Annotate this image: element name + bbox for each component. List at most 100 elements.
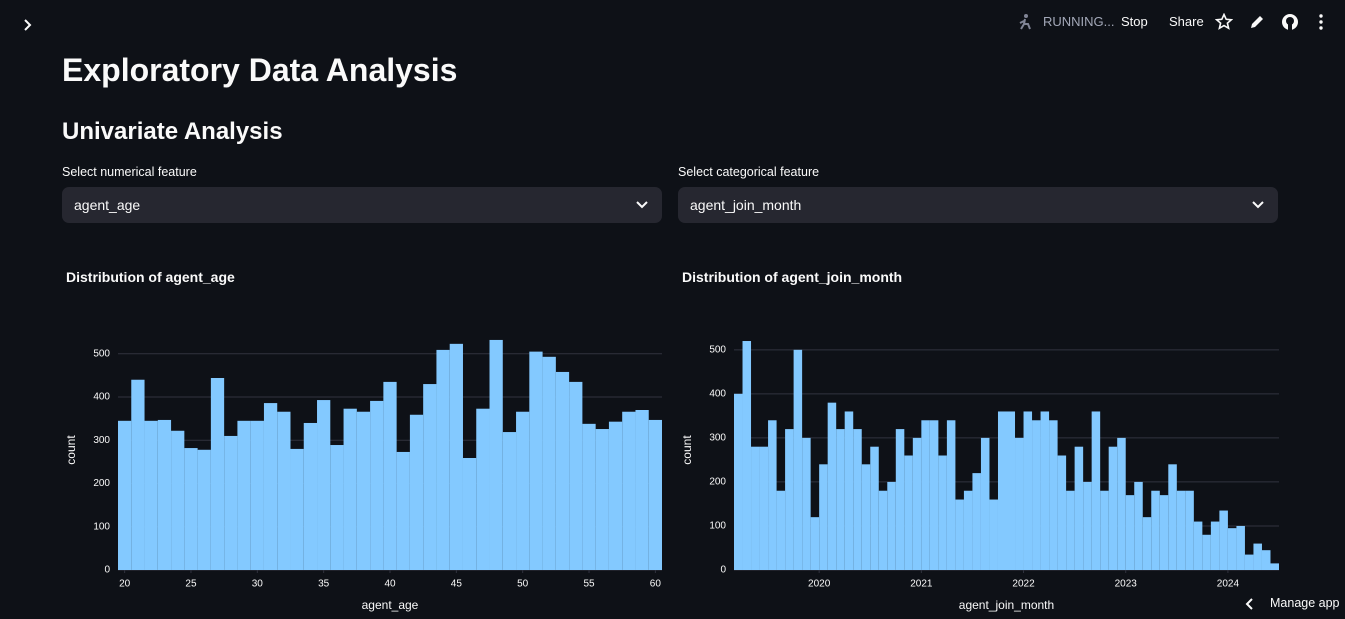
bar	[569, 381, 583, 570]
bar	[1083, 481, 1092, 570]
select-box[interactable]: agent_age	[62, 187, 662, 223]
bar	[330, 445, 344, 570]
bar	[972, 473, 981, 570]
bar	[785, 429, 794, 570]
x-tick-label: 20	[119, 579, 131, 590]
bar	[1261, 550, 1271, 570]
select-box[interactable]: agent_join_month	[678, 187, 1278, 223]
bar	[955, 499, 964, 570]
y-tick-label: 100	[709, 521, 726, 532]
bar	[836, 429, 845, 570]
bar	[303, 422, 318, 570]
bar	[555, 371, 570, 570]
bar	[895, 429, 905, 570]
bar	[861, 464, 871, 570]
bar	[870, 446, 879, 570]
bar	[171, 430, 185, 570]
x-tick-label: 2023	[1115, 579, 1138, 590]
y-tick-label: 400	[709, 388, 726, 399]
bar	[768, 420, 777, 570]
manage-app[interactable]: Manage app	[1236, 588, 1345, 619]
bar	[396, 451, 410, 570]
bar	[622, 411, 636, 570]
bar	[1023, 411, 1033, 570]
y-tick-label: 300	[709, 433, 726, 444]
bar	[1125, 495, 1135, 570]
bar	[1253, 543, 1262, 570]
bar	[929, 420, 939, 570]
bar	[963, 490, 973, 570]
bar	[409, 414, 424, 570]
bar	[1015, 437, 1024, 570]
bar	[356, 411, 371, 570]
chevron-left	[1245, 598, 1253, 610]
bar	[118, 420, 132, 570]
x-tick-label: 40	[384, 579, 396, 590]
bar	[1193, 521, 1203, 570]
select-label: Select numerical feature	[62, 165, 197, 179]
share-button[interactable]: Share	[1169, 14, 1204, 29]
x-tick-label: 50	[517, 579, 529, 590]
bar	[1006, 411, 1016, 570]
bar	[516, 411, 530, 570]
bar	[1219, 510, 1228, 570]
bar	[1049, 420, 1058, 570]
stop-button[interactable]: Stop	[1121, 14, 1148, 29]
edit-icon[interactable]	[1249, 14, 1265, 30]
bar	[502, 432, 517, 570]
bar	[1108, 446, 1118, 570]
bar	[210, 378, 225, 570]
x-axis-title: agent_age	[362, 598, 419, 612]
x-tick-label: 2022	[1012, 579, 1035, 590]
y-tick-label: 300	[93, 435, 110, 446]
chevron	[636, 201, 648, 209]
y-axis-title: count	[64, 435, 78, 465]
chevron	[1252, 201, 1264, 209]
x-tick-label: 35	[318, 579, 330, 590]
bar	[476, 408, 490, 570]
bar	[290, 448, 304, 570]
bar	[1117, 437, 1126, 570]
sidebar-toggle[interactable]	[20, 17, 36, 33]
bar	[946, 420, 956, 570]
y-tick-label: 200	[93, 478, 110, 489]
x-tick-label: 2021	[910, 579, 933, 590]
bar	[1176, 490, 1186, 570]
bar	[819, 464, 828, 570]
bar	[742, 341, 752, 570]
bar	[263, 403, 278, 570]
chart-title: Distribution of agent_join_month	[682, 269, 903, 285]
y-tick-label: 500	[709, 344, 726, 355]
bar	[489, 339, 503, 570]
star-icon[interactable]	[1215, 13, 1233, 31]
bar	[370, 400, 384, 570]
bar	[878, 490, 888, 570]
bar	[1142, 517, 1152, 570]
bar	[844, 411, 854, 570]
y-tick-label: 0	[104, 565, 110, 576]
bar	[449, 343, 463, 570]
bar	[734, 393, 743, 570]
y-tick-label: 0	[720, 565, 726, 576]
bar	[1185, 490, 1194, 570]
bar	[542, 356, 556, 570]
menu-icon[interactable]	[1316, 13, 1326, 31]
bar	[237, 420, 251, 570]
bar	[529, 351, 543, 570]
bar	[131, 379, 145, 570]
x-tick-label: 2024	[1217, 579, 1240, 590]
bar	[1032, 420, 1041, 570]
bar	[595, 429, 609, 570]
bar	[1159, 495, 1169, 570]
page-title: Exploratory Data Analysis	[62, 52, 458, 88]
bar	[1151, 490, 1160, 570]
bar	[277, 411, 291, 570]
github-icon[interactable]	[1281, 13, 1299, 31]
bar	[317, 400, 331, 570]
chart-title: Distribution of agent_age	[66, 269, 235, 285]
select-label: Select categorical feature	[678, 165, 820, 179]
x-tick-label: 30	[252, 579, 264, 590]
y-axis-title: count	[680, 435, 694, 465]
